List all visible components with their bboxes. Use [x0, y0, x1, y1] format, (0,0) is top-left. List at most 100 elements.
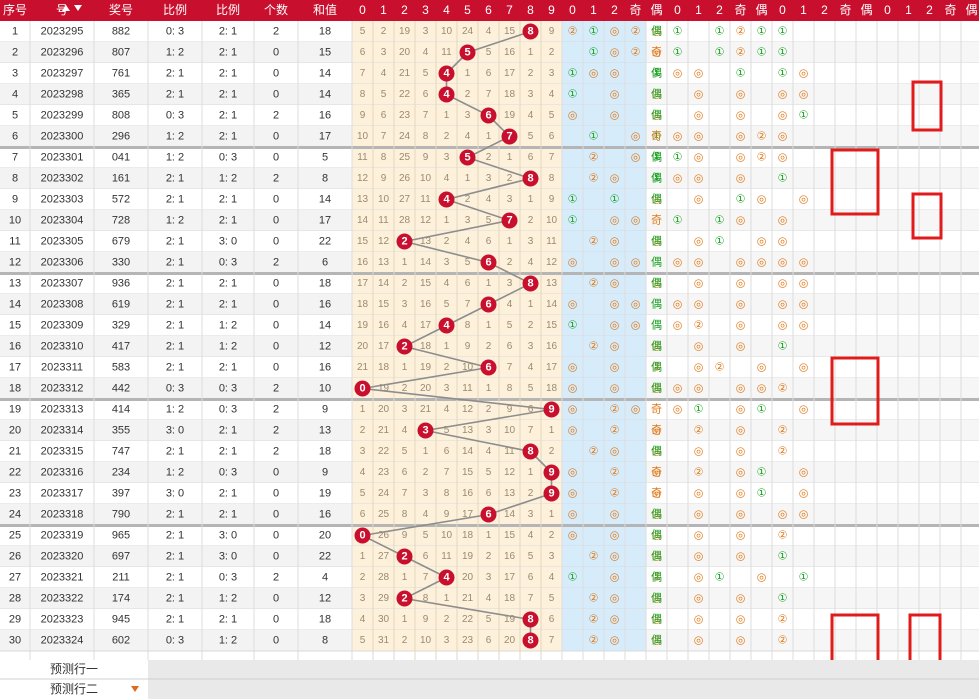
- parity-mark: 偶: [651, 277, 662, 290]
- mark-0: ◎: [694, 383, 704, 395]
- miss-value: 3: [402, 404, 408, 415]
- miss-value: 13: [378, 257, 390, 268]
- miss-value: 9: [444, 509, 450, 520]
- mark-0: ◎: [736, 257, 746, 269]
- row-bg-right: [646, 105, 979, 126]
- mark-0: ◎: [736, 152, 746, 164]
- cell-r1: 3: 0: [166, 488, 184, 500]
- miss-value: 5: [360, 488, 366, 499]
- row-bg-left: [0, 84, 352, 105]
- cell-num: 572: [112, 194, 130, 206]
- cell-seq: 6: [12, 131, 18, 143]
- hit-number: 4: [443, 320, 450, 332]
- hit-ball: [501, 128, 518, 145]
- row-bg-left: [0, 189, 352, 210]
- miss-value: 6: [528, 404, 534, 415]
- miss-value: 7: [528, 593, 534, 604]
- miss-value: 1: [549, 425, 555, 436]
- header-mod3_c-2: 2: [821, 3, 828, 17]
- mark-0: ◎: [610, 614, 620, 626]
- cell-cnt: 2: [273, 572, 279, 584]
- header-mod3_d-1: 1: [905, 3, 912, 17]
- parity-mark: 奇: [651, 130, 662, 143]
- miss-value: 2: [528, 215, 534, 226]
- parity-mark: 偶: [651, 88, 662, 101]
- mark-0: ◎: [736, 110, 746, 122]
- miss-value: 28: [378, 572, 390, 583]
- miss-value: 16: [462, 488, 474, 499]
- mark-2: ②: [736, 26, 746, 38]
- mark-1: ①: [715, 47, 725, 59]
- miss-value: 1: [402, 362, 408, 373]
- miss-value: 21: [420, 404, 432, 415]
- cell-r1: 2: 1: [166, 194, 184, 206]
- mark-0: ◎: [799, 89, 809, 101]
- miss-value: 7: [549, 635, 555, 646]
- miss-value: 11: [441, 551, 452, 562]
- cell-r2: 2: 1: [219, 446, 237, 458]
- miss-value: 2: [528, 320, 534, 331]
- hit-ball: [396, 233, 413, 250]
- miss-value: 4: [423, 509, 429, 520]
- cell-cnt: 2: [273, 110, 279, 122]
- row-bg-right: [646, 294, 979, 315]
- miss-value: 9: [423, 152, 429, 163]
- miss-value: 4: [444, 404, 450, 415]
- mark-0: ◎: [652, 614, 662, 626]
- row-bg-left: [0, 588, 352, 609]
- mark-0: ◎: [778, 236, 788, 248]
- mark-2: ②: [694, 467, 704, 479]
- mark-1: ①: [673, 152, 683, 164]
- cell-r1: 2: 1: [166, 362, 184, 374]
- mark-1: ①: [568, 68, 578, 80]
- cell-r2: 0: 3: [219, 152, 237, 164]
- miss-value: 5: [507, 320, 513, 331]
- miss-value: 4: [528, 257, 534, 268]
- mark-0: ◎: [652, 425, 662, 437]
- cell-seq: 29: [9, 614, 21, 626]
- parity-mark: 偶: [651, 319, 662, 332]
- miss-value: 22: [399, 89, 411, 100]
- miss-value: 2: [486, 404, 492, 415]
- miss-value: 6: [486, 635, 492, 646]
- row-bg-right: [646, 84, 979, 105]
- hit-number: 8: [527, 26, 533, 38]
- mark-1: ①: [799, 110, 809, 122]
- miss-value: 3: [423, 26, 429, 37]
- mark-1: ①: [778, 68, 788, 80]
- miss-value: 14: [462, 446, 474, 457]
- miss-value: 3: [402, 299, 408, 310]
- miss-value: 2: [528, 488, 534, 499]
- parity-mark: 偶: [651, 445, 662, 458]
- mark-1: ①: [673, 215, 683, 227]
- miss-value: 7: [507, 362, 513, 373]
- cell-sum: 14: [319, 68, 331, 80]
- mark-0: ◎: [799, 68, 809, 80]
- hit-number: 6: [485, 509, 491, 521]
- miss-value: 3: [486, 173, 492, 184]
- mark-2: ②: [610, 425, 620, 437]
- miss-value: 6: [486, 68, 492, 79]
- cell-r1: 2: 1: [166, 509, 184, 521]
- header-mod3_d-2: 2: [926, 3, 933, 17]
- miss-value: 1: [444, 110, 450, 121]
- cell-cnt: 0: [273, 299, 279, 311]
- mark-0: ◎: [736, 446, 746, 458]
- cell-cnt: 0: [273, 47, 279, 59]
- miss-value: 3: [444, 635, 450, 646]
- miss-value: 5: [381, 89, 387, 100]
- mark-0: ◎: [673, 404, 683, 416]
- hit-number: 4: [443, 194, 450, 206]
- mark-0: ◎: [610, 530, 620, 542]
- cell-sum: 18: [319, 614, 331, 626]
- header-digit-1: 1: [380, 3, 387, 17]
- cell-cnt: 0: [273, 236, 279, 248]
- row-bg-left: [0, 168, 352, 189]
- mark-0: ◎: [652, 509, 662, 521]
- cell-issue: 2023316: [41, 467, 84, 479]
- miss-value: 3: [444, 383, 450, 394]
- cell-seq: 20: [9, 425, 21, 437]
- miss-value: 1: [486, 530, 492, 541]
- miss-value: 1: [444, 215, 450, 226]
- cell-r2: 2: 1: [219, 89, 237, 101]
